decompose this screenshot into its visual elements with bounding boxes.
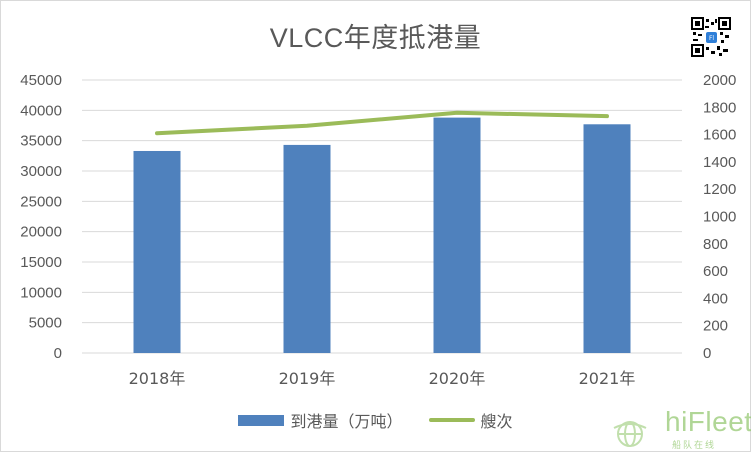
x-tick-label: 2020年 — [429, 369, 486, 388]
legend-swatch-bar — [238, 414, 285, 426]
legend-label-bar: 到港量（万吨） — [290, 412, 403, 431]
x-tick-label: 2019年 — [279, 369, 336, 388]
right-tick-label: 800 — [703, 236, 728, 253]
right-tick-label: 1200 — [703, 181, 736, 198]
svg-text:Fl: Fl — [709, 35, 714, 42]
left-tick-label: 15000 — [20, 254, 62, 271]
bar-series — [133, 117, 631, 353]
left-tick-label: 5000 — [29, 315, 62, 332]
x-axis-ticks: 2018年 2019年 2020年 2021年 — [129, 369, 636, 388]
right-tick-label: 600 — [703, 263, 728, 280]
right-tick-label: 1800 — [703, 99, 736, 116]
left-tick-label: 35000 — [20, 133, 62, 150]
x-tick-label: 2021年 — [579, 369, 636, 388]
legend-swatch-line — [428, 418, 475, 422]
legend: 到港量（万吨） 艘次 — [0, 408, 751, 432]
bar[interactable] — [283, 144, 331, 353]
right-tick-label: 2000 — [703, 72, 736, 89]
bar[interactable] — [133, 150, 181, 353]
chart-title: VLCC年度抵港量 — [269, 23, 482, 53]
qr-code-icon: Fl — [691, 17, 731, 57]
legend-item-bar[interactable]: 到港量（万吨） — [238, 408, 403, 432]
legend-label-line: 艘次 — [480, 412, 513, 431]
left-axis-ticks: 0 5000 10000 15000 20000 25000 30000 35000 40000… — [20, 72, 62, 362]
brand-name: hiFleet — [665, 406, 751, 437]
left-tick-label: 45000 — [20, 72, 62, 89]
left-tick-label: 25000 — [20, 193, 62, 210]
globe-icon — [613, 421, 647, 447]
x-tick-label: 2018年 — [129, 369, 186, 388]
left-tick-label: 10000 — [20, 284, 62, 301]
left-tick-label: 30000 — [20, 163, 62, 180]
line-series-path[interactable] — [155, 110, 609, 136]
brand-subtitle: 船队在线 — [672, 441, 717, 451]
right-tick-label: 400 — [703, 290, 728, 307]
right-tick-label: 200 — [703, 318, 728, 335]
left-tick-label: 40000 — [20, 102, 62, 119]
line-series — [155, 110, 609, 136]
left-tick-label: 0 — [54, 345, 62, 362]
left-tick-label: 20000 — [20, 224, 62, 241]
bar[interactable] — [583, 124, 631, 353]
legend-item-line[interactable]: 艘次 — [428, 408, 513, 432]
right-tick-label: 1400 — [703, 154, 736, 171]
right-tick-label: 0 — [703, 345, 711, 362]
gridlines — [82, 79, 682, 354]
right-tick-label: 1600 — [703, 127, 736, 144]
bar[interactable] — [433, 117, 481, 353]
right-axis-ticks: 0 200 400 600 800 1000 1200 1400 1600 1800 2000 — [703, 72, 736, 362]
right-tick-label: 1000 — [703, 209, 736, 226]
